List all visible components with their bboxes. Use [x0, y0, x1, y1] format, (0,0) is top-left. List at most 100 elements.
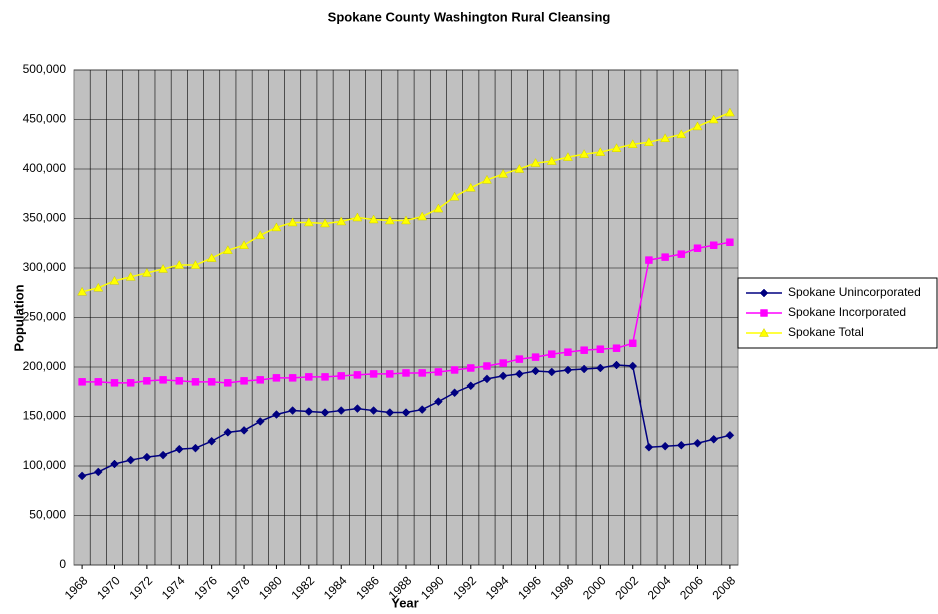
- marker: [287, 217, 298, 227]
- marker: [159, 376, 167, 384]
- marker: [580, 346, 588, 354]
- marker: [579, 149, 590, 158]
- marker: [239, 426, 249, 435]
- marker: [465, 182, 476, 192]
- marker: [676, 440, 686, 450]
- marker: [645, 256, 653, 264]
- marker: [482, 174, 492, 184]
- x-tick-label: 1982: [288, 573, 317, 602]
- marker: [384, 215, 395, 225]
- marker: [255, 417, 265, 426]
- marker: [320, 408, 330, 417]
- marker: [531, 353, 540, 361]
- marker: [143, 377, 151, 385]
- marker: [109, 275, 120, 285]
- marker: [110, 379, 119, 387]
- marker: [564, 348, 572, 356]
- marker: [643, 137, 654, 147]
- marker: [174, 444, 184, 454]
- y-tick-label: 400,000: [23, 161, 67, 175]
- marker: [222, 245, 233, 254]
- marker: [321, 373, 329, 381]
- x-tick-label: 1992: [450, 573, 479, 602]
- marker: [434, 397, 443, 407]
- marker: [693, 244, 702, 252]
- marker: [191, 378, 200, 386]
- y-tick-label: 0: [59, 557, 66, 571]
- marker: [483, 362, 491, 370]
- marker: [725, 430, 735, 440]
- y-tick-label: 450,000: [23, 112, 67, 126]
- y-tick-label: 350,000: [23, 211, 67, 225]
- marker: [546, 156, 557, 165]
- x-tick-label: 1998: [548, 573, 577, 602]
- marker: [611, 143, 622, 152]
- y-tick-label: 500,000: [23, 62, 67, 76]
- x-tick-label: 2006: [677, 573, 706, 602]
- marker: [207, 436, 217, 446]
- marker: [271, 222, 282, 232]
- marker: [386, 370, 394, 378]
- marker: [272, 410, 281, 419]
- y-tick-label: 200,000: [23, 359, 67, 373]
- legend-marker: [759, 288, 769, 298]
- marker: [660, 133, 671, 143]
- marker: [141, 267, 152, 277]
- x-tick-label: 2004: [645, 573, 674, 602]
- x-tick-label: 1972: [126, 573, 155, 602]
- y-axis-label: Population: [11, 284, 26, 351]
- x-tick-label: 1996: [515, 573, 544, 602]
- legend-marker: [760, 309, 768, 317]
- x-tick-label: 2000: [580, 573, 609, 602]
- marker: [418, 369, 426, 377]
- marker: [240, 377, 248, 385]
- marker: [174, 260, 185, 269]
- marker: [579, 364, 589, 374]
- marker: [125, 271, 136, 281]
- marker: [255, 230, 266, 240]
- marker: [158, 450, 168, 460]
- marker: [239, 240, 249, 249]
- y-tick-label: 50,000: [29, 508, 66, 522]
- marker: [450, 388, 459, 398]
- marker: [466, 381, 476, 391]
- marker: [190, 260, 201, 269]
- marker: [692, 121, 703, 131]
- x-tick-label: 1984: [321, 573, 350, 602]
- marker: [498, 371, 508, 381]
- x-tick-label: 1968: [62, 573, 91, 602]
- x-tick-label: 2008: [709, 573, 738, 602]
- marker: [499, 359, 507, 367]
- marker: [515, 369, 524, 379]
- marker: [660, 441, 670, 451]
- marker: [224, 379, 232, 387]
- marker: [498, 168, 509, 178]
- marker: [482, 374, 492, 384]
- marker: [336, 216, 347, 226]
- x-tick-label: 1974: [159, 573, 188, 602]
- marker: [676, 129, 687, 139]
- marker: [548, 350, 556, 358]
- legend-marker: [759, 327, 769, 337]
- marker: [612, 360, 621, 370]
- marker: [158, 263, 169, 273]
- legend-label: Spokane Unincorporated: [788, 285, 921, 299]
- chart-title: Spokane County Washington Rural Cleansin…: [328, 9, 611, 24]
- marker: [612, 344, 621, 352]
- marker: [78, 378, 86, 386]
- marker: [352, 212, 363, 222]
- marker: [402, 369, 410, 377]
- marker: [449, 191, 460, 201]
- marker: [661, 253, 669, 261]
- marker: [369, 370, 378, 378]
- marker: [77, 286, 88, 296]
- x-tick-label: 1986: [353, 573, 382, 602]
- marker: [401, 215, 411, 225]
- marker: [337, 372, 345, 380]
- x-tick-label: 1970: [94, 573, 123, 602]
- marker: [353, 371, 362, 379]
- marker: [353, 404, 362, 413]
- marker: [175, 377, 184, 385]
- marker: [726, 238, 734, 247]
